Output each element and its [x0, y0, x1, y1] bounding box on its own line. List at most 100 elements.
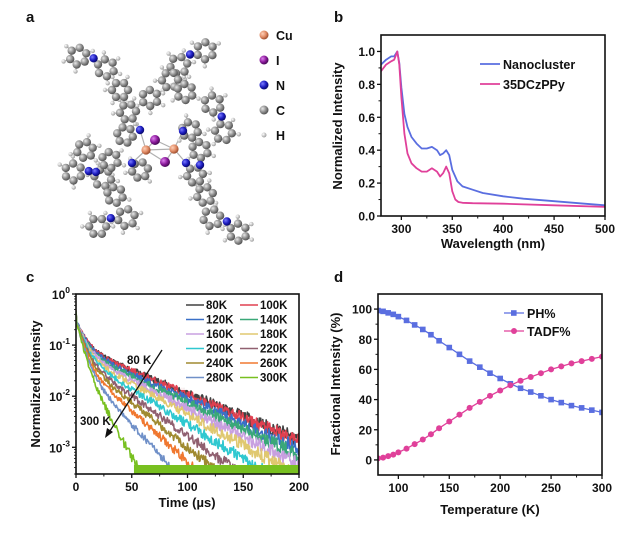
atom-h	[235, 214, 240, 219]
arrow-head-icon	[105, 428, 113, 438]
panel-c: c 0 50 100 150 200 100 10-1 10-2 10-3 80K 100K 120…	[26, 269, 309, 510]
atom-c	[189, 150, 198, 159]
atom-n	[181, 158, 191, 168]
legend-label: 100K	[260, 300, 288, 312]
atom-c	[208, 188, 217, 198]
atom-h	[80, 224, 85, 229]
atom-h	[181, 48, 186, 53]
atom-c	[128, 219, 137, 228]
atom-c	[224, 121, 233, 130]
atom-c	[86, 151, 96, 160]
annotation-80k: 80 K	[127, 355, 152, 367]
atom-c	[112, 198, 121, 207]
atom-c	[111, 92, 121, 102]
panel-b-xlabel: Wavelength (nm)	[441, 236, 545, 251]
data-point-ph	[395, 313, 402, 320]
atom-h	[73, 69, 78, 74]
atom-c	[126, 124, 135, 134]
atom-c	[209, 108, 218, 117]
data-point-ph	[548, 396, 554, 403]
atom-h	[249, 221, 254, 227]
atom-c	[113, 158, 122, 167]
atom-c	[215, 211, 225, 220]
data-point-ph	[527, 389, 534, 395]
atom-c	[195, 177, 205, 186]
atom-c	[92, 180, 102, 189]
atom-h	[223, 93, 228, 98]
data-point-tadf	[395, 449, 402, 456]
data-point-tadf	[380, 454, 387, 461]
atom-h	[101, 50, 107, 55]
atom-h	[147, 179, 152, 184]
data-point-tadf	[476, 398, 483, 405]
atom-h	[135, 103, 140, 109]
atom-h	[205, 230, 210, 235]
atom-h	[103, 210, 108, 216]
atom-c	[66, 54, 75, 64]
y-tick-label: 0.6	[358, 111, 375, 125]
panel-c-frame	[75, 293, 300, 475]
atom-c	[118, 193, 127, 202]
legend-label-h: H	[276, 129, 285, 143]
bond	[145, 148, 175, 151]
atom-h	[105, 81, 110, 86]
panel-c-series	[76, 310, 299, 474]
legend-label: Nanocluster	[503, 58, 575, 72]
data-point-ph	[578, 405, 585, 411]
atom-h	[181, 74, 187, 80]
atom-c	[102, 222, 111, 231]
decay-curve-100k	[76, 312, 299, 450]
atom-c	[174, 92, 183, 101]
atom-n	[222, 217, 232, 226]
data-point-ph	[378, 307, 381, 314]
x-tick-label: 250	[541, 481, 561, 495]
legend-label: 35DCzPPy	[503, 78, 565, 92]
atom-c	[216, 119, 225, 129]
x-tick-label: 150	[439, 481, 459, 495]
atom-h	[249, 237, 254, 242]
atom-c	[188, 91, 197, 100]
atom-c	[80, 57, 89, 66]
data-point-tadf	[419, 436, 426, 443]
atom-c	[241, 223, 250, 232]
atom-c	[123, 138, 132, 147]
data-point-ph	[390, 311, 397, 318]
atom-c	[222, 135, 231, 145]
atom-n	[127, 158, 137, 168]
atom-c	[213, 134, 223, 143]
atom-h	[166, 51, 171, 56]
panel-b: b 300 350 400 450 500 0.0 0.2 0.4 0.6 0.8 1.0 Nano…	[330, 9, 615, 251]
atom-c	[196, 153, 206, 163]
data-point-ph	[599, 409, 602, 416]
atom-c	[213, 219, 222, 229]
atom-c	[191, 120, 200, 129]
atom-h	[183, 113, 189, 118]
panel-d-label: d	[334, 269, 343, 286]
atom-c	[207, 91, 217, 100]
atom-h	[123, 170, 128, 175]
legend-marker-circle-icon	[511, 328, 517, 334]
atom-c	[198, 169, 208, 179]
x-tick-label: 500	[595, 222, 615, 236]
panel-b-legend: Nanocluster 35DCzPPy	[480, 58, 575, 92]
atom-c	[106, 175, 116, 184]
atom-c	[107, 85, 117, 95]
atom-c	[73, 148, 82, 157]
x-tick-label: 50	[125, 480, 139, 494]
atom-h	[211, 153, 216, 159]
atom-h	[191, 59, 197, 65]
atom-c	[127, 100, 136, 109]
atom-c	[82, 138, 92, 147]
panel-d: d 100 150 200 250 300 0 20 40 60 80 100 PH% TADF% T…	[328, 269, 612, 517]
arrow-line	[107, 349, 163, 435]
atom-h	[138, 210, 144, 216]
atom-h	[216, 41, 221, 46]
atom-h	[71, 185, 76, 190]
atom-n	[178, 126, 188, 136]
data-point-ph	[517, 385, 524, 392]
atom-cu	[169, 144, 179, 154]
legend-atom-n-icon	[259, 80, 269, 90]
atom-h	[189, 40, 195, 45]
atom-c	[143, 164, 153, 173]
atom-c	[99, 160, 109, 170]
